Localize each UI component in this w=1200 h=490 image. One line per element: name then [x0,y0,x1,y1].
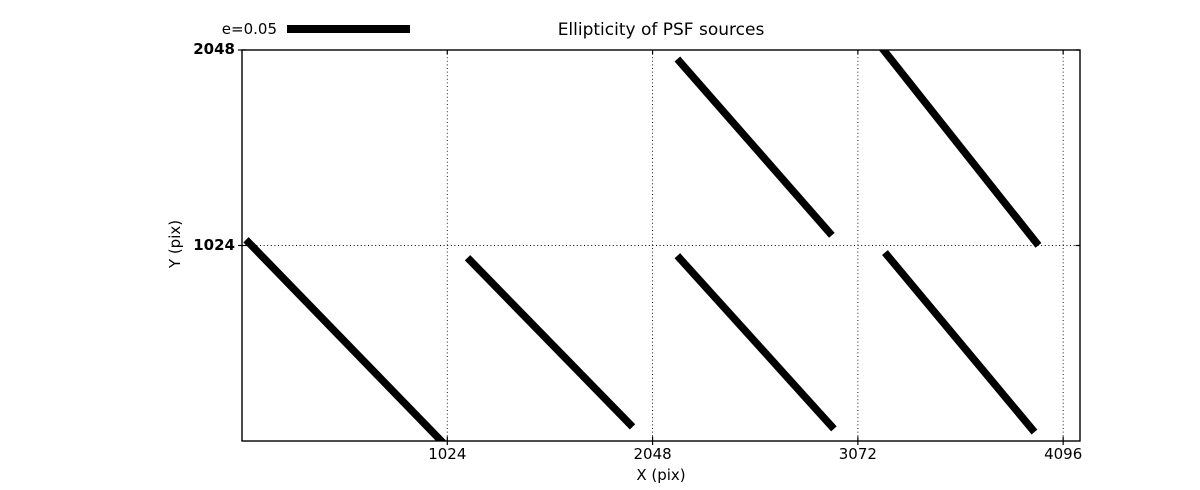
x-tick-label: 3072 [838,445,877,463]
ellipticity-whisker [882,250,1038,435]
ellipticity-whisker [464,255,636,430]
ellipticity-whisker [879,50,1042,248]
ellipticity-whisker [674,253,837,432]
whisker-group [243,50,1042,441]
y-tick-label: 2048 [193,40,235,58]
tick-marks [238,49,1080,445]
gridlines [242,49,1080,441]
x-tick-label: 1024 [428,445,467,463]
ellipticity-whisker [674,56,835,238]
x-tick-label: 4096 [1044,445,1083,463]
chart-title: Ellipticity of PSF sources [557,20,765,40]
ellipticity-whisker [243,237,447,441]
legend-label: e=0.05 [221,20,277,38]
x-axis-label: X (pix) [636,466,686,484]
axes-border [241,49,1081,442]
y-tick-label: 1024 [193,235,235,254]
legend-scale-bar [287,25,410,33]
legend: e=0.05 [100,19,410,39]
x-tick-label: 2048 [633,445,672,463]
